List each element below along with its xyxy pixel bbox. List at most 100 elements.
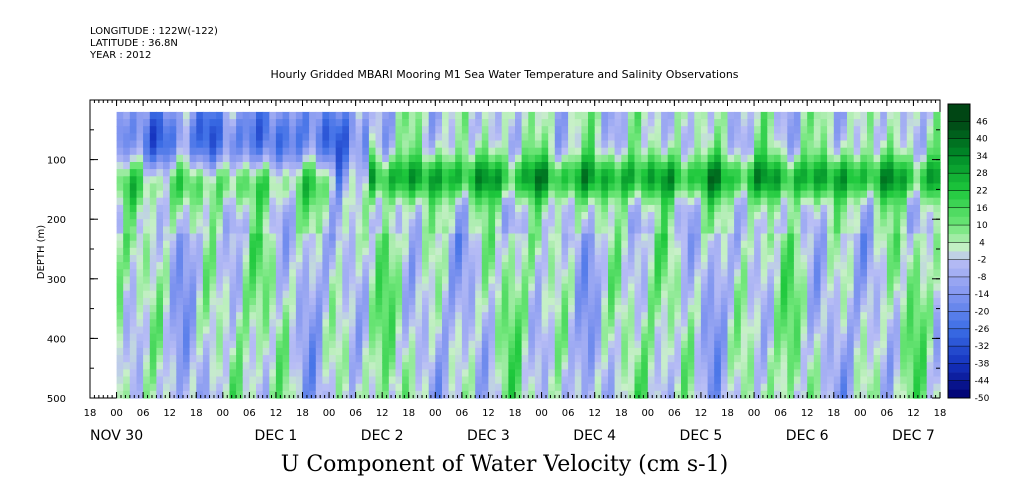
heatmap-cell: [222, 233, 230, 242]
heatmap-cell: [920, 183, 928, 192]
heatmap-cell: [873, 240, 881, 249]
heatmap-cell: [202, 283, 211, 292]
heatmap-cell: [661, 355, 669, 363]
heatmap-cell: [933, 154, 941, 163]
heatmap-cell: [647, 219, 655, 227]
heatmap-cell: [408, 119, 416, 127]
heatmap-cell: [275, 305, 284, 313]
heatmap-cell: [375, 305, 383, 313]
heatmap-cell: [275, 347, 284, 356]
heatmap-cell: [847, 147, 855, 156]
heatmap-cell: [209, 269, 217, 278]
heatmap-cell: [621, 305, 629, 313]
heatmap-cell: [833, 147, 841, 156]
heatmap-cell: [229, 204, 237, 213]
heatmap-cell: [627, 183, 636, 192]
heatmap-cell: [886, 362, 895, 370]
heatmap-cell: [183, 347, 191, 356]
heatmap-cell: [627, 262, 636, 270]
heatmap-cell: [581, 190, 589, 199]
heatmap-cell: [847, 233, 855, 242]
heatmap-cell: [720, 212, 729, 220]
heatmap-cell: [840, 347, 848, 356]
heatmap-cell: [335, 376, 343, 385]
heatmap-cell: [262, 240, 270, 249]
heatmap-cell: [415, 290, 423, 299]
heatmap-cell: [727, 340, 735, 349]
heatmap-cell: [714, 240, 722, 249]
heatmap-cell: [229, 133, 237, 142]
heatmap-cell: [501, 312, 509, 320]
heatmap-cell: [415, 204, 423, 213]
heatmap-cell: [295, 340, 304, 349]
heatmap-cell: [521, 376, 529, 385]
heatmap-cell: [780, 204, 788, 213]
heatmap-cell: [342, 162, 350, 170]
heatmap-cell: [488, 333, 496, 342]
heatmap-cell: [236, 376, 244, 385]
heatmap-cell: [568, 326, 576, 335]
heatmap-cell: [448, 369, 456, 378]
heatmap-cell: [408, 126, 416, 134]
heatmap-cell: [408, 269, 416, 278]
heatmap-cell: [143, 111, 151, 120]
heatmap-cell: [873, 376, 881, 385]
heatmap-cell: [202, 212, 211, 220]
heatmap-cell: [495, 119, 503, 127]
heatmap-cell: [880, 197, 888, 206]
heatmap-cell: [136, 319, 144, 328]
heatmap-cell: [714, 269, 722, 278]
heatmap-cell: [163, 169, 171, 177]
heatmap-cell: [448, 383, 456, 392]
heatmap-cell: [262, 276, 270, 285]
heatmap-cell: [189, 297, 197, 306]
heatmap-cell: [601, 340, 609, 349]
heatmap-cell: [169, 219, 177, 227]
heatmap-cell: [362, 355, 370, 363]
heatmap-cell: [694, 204, 702, 213]
heatmap-cell: [295, 297, 304, 306]
heatmap-cell: [588, 126, 596, 134]
heatmap-cell: [382, 312, 390, 320]
heatmap-cell: [747, 169, 755, 177]
heatmap-cell: [242, 383, 250, 392]
heatmap-cell: [541, 212, 549, 220]
heatmap-cell: [428, 119, 436, 127]
heatmap-cell: [275, 383, 284, 392]
heatmap-cell: [495, 176, 503, 185]
heatmap-cell: [289, 283, 297, 292]
heatmap-cell: [249, 176, 257, 185]
heatmap-cell: [780, 197, 788, 206]
heatmap-cell: [242, 197, 250, 206]
heatmap-cell: [647, 290, 655, 299]
heatmap-cell: [428, 347, 436, 356]
heatmap-cell: [501, 290, 509, 299]
heatmap-cell: [189, 262, 197, 270]
heatmap-cell: [528, 376, 536, 385]
heatmap-cell: [601, 190, 609, 199]
heatmap-cell: [508, 376, 516, 385]
heatmap-cell: [900, 197, 908, 206]
heatmap-cell: [694, 283, 702, 292]
heatmap-cell: [554, 376, 562, 385]
heatmap-cell: [528, 247, 536, 256]
heatmap-cell: [335, 176, 343, 185]
heatmap-cell: [760, 362, 768, 370]
heatmap-cell: [880, 326, 888, 335]
heatmap-cell: [196, 247, 204, 256]
heatmap-cell: [541, 111, 549, 120]
heatmap-cell: [561, 176, 569, 185]
heatmap-cell: [455, 111, 463, 120]
heatmap-cell: [242, 262, 250, 270]
heatmap-cell: [627, 162, 636, 170]
heatmap-cell: [521, 390, 529, 399]
heatmap-cell: [395, 290, 403, 299]
heatmap-cell: [581, 347, 589, 356]
heatmap-cell: [163, 119, 171, 127]
heatmap-cell: [236, 183, 244, 192]
heatmap-cell: [588, 347, 596, 356]
heatmap-cell: [349, 326, 357, 335]
heatmap-cell: [335, 383, 343, 392]
heatmap-cell: [402, 333, 410, 342]
heatmap-cell: [534, 197, 543, 206]
